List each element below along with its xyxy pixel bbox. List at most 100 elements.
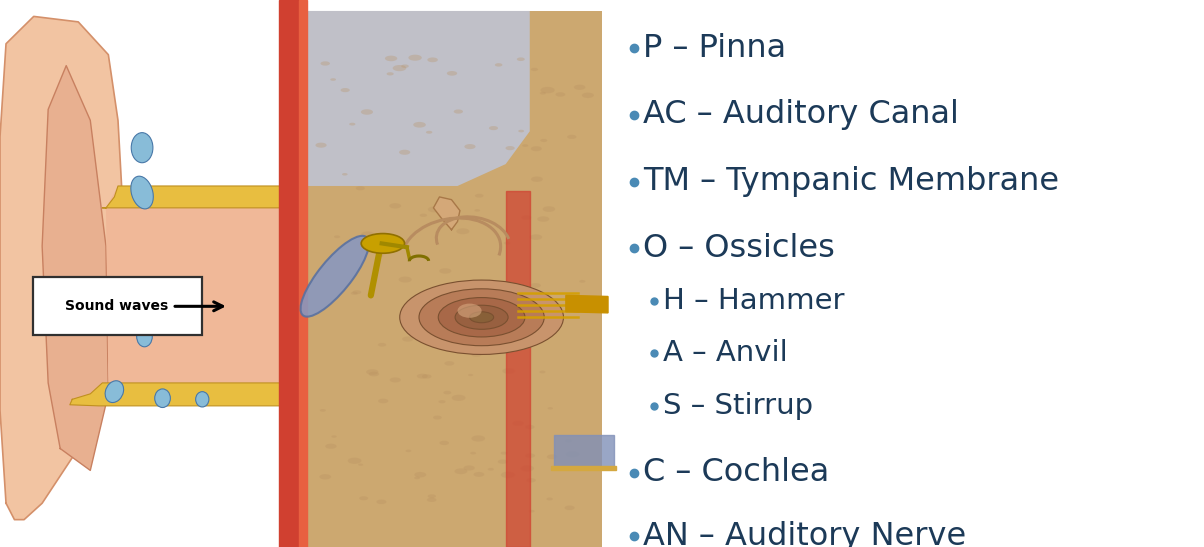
- Circle shape: [470, 312, 494, 323]
- Circle shape: [399, 277, 412, 283]
- Circle shape: [355, 186, 365, 190]
- Circle shape: [413, 122, 426, 127]
- Circle shape: [452, 395, 466, 401]
- Circle shape: [389, 203, 401, 208]
- Circle shape: [547, 455, 557, 459]
- Circle shape: [471, 452, 476, 455]
- Circle shape: [439, 268, 452, 274]
- Circle shape: [495, 293, 506, 298]
- Polygon shape: [551, 466, 616, 470]
- Circle shape: [427, 498, 437, 502]
- Polygon shape: [106, 186, 299, 383]
- Circle shape: [473, 472, 484, 477]
- Circle shape: [377, 499, 386, 504]
- Circle shape: [525, 453, 535, 458]
- Circle shape: [438, 298, 525, 337]
- Circle shape: [378, 399, 389, 403]
- Circle shape: [456, 228, 470, 234]
- Circle shape: [567, 135, 577, 139]
- Circle shape: [320, 409, 326, 412]
- Circle shape: [547, 497, 553, 501]
- Circle shape: [529, 510, 535, 513]
- Circle shape: [579, 280, 585, 283]
- Circle shape: [341, 88, 350, 92]
- Circle shape: [331, 435, 337, 438]
- Circle shape: [509, 304, 517, 307]
- Polygon shape: [70, 383, 295, 406]
- Polygon shape: [554, 435, 614, 468]
- Text: A – Anvil: A – Anvil: [662, 339, 787, 368]
- Ellipse shape: [131, 132, 153, 163]
- Polygon shape: [566, 295, 608, 313]
- Circle shape: [348, 458, 361, 464]
- Polygon shape: [289, 11, 602, 547]
- Circle shape: [495, 63, 502, 67]
- Circle shape: [435, 340, 448, 346]
- Circle shape: [465, 144, 476, 149]
- Circle shape: [349, 123, 355, 126]
- Circle shape: [497, 459, 507, 464]
- Ellipse shape: [105, 381, 124, 403]
- Circle shape: [361, 234, 405, 253]
- Circle shape: [359, 496, 368, 501]
- Text: S – Stirrup: S – Stirrup: [662, 392, 813, 420]
- Circle shape: [513, 421, 524, 426]
- Circle shape: [521, 216, 531, 220]
- Circle shape: [474, 209, 480, 212]
- Circle shape: [360, 248, 371, 253]
- Circle shape: [438, 400, 445, 403]
- Circle shape: [531, 146, 542, 151]
- Circle shape: [471, 352, 482, 357]
- Circle shape: [400, 280, 563, 354]
- Circle shape: [518, 130, 524, 132]
- Circle shape: [525, 425, 535, 429]
- Circle shape: [537, 216, 549, 222]
- Circle shape: [531, 68, 538, 71]
- Circle shape: [406, 450, 412, 452]
- Circle shape: [543, 206, 555, 212]
- Circle shape: [501, 472, 515, 478]
- Circle shape: [548, 407, 553, 410]
- Circle shape: [530, 234, 542, 240]
- Circle shape: [541, 139, 548, 142]
- Circle shape: [319, 474, 331, 480]
- Ellipse shape: [135, 280, 154, 306]
- Circle shape: [533, 334, 541, 337]
- Circle shape: [523, 308, 536, 314]
- Circle shape: [427, 494, 436, 498]
- Circle shape: [488, 468, 494, 470]
- Circle shape: [330, 78, 336, 81]
- Circle shape: [414, 476, 420, 479]
- Circle shape: [439, 441, 449, 445]
- Circle shape: [565, 505, 574, 510]
- Circle shape: [342, 173, 348, 176]
- Circle shape: [315, 143, 326, 148]
- Circle shape: [427, 57, 438, 62]
- Circle shape: [423, 374, 431, 379]
- Circle shape: [565, 439, 572, 443]
- Circle shape: [419, 289, 544, 346]
- Circle shape: [443, 391, 452, 394]
- Circle shape: [385, 56, 397, 61]
- Circle shape: [325, 444, 337, 449]
- Ellipse shape: [131, 176, 153, 209]
- Circle shape: [447, 71, 458, 75]
- Circle shape: [494, 309, 507, 315]
- Polygon shape: [279, 0, 299, 547]
- Circle shape: [414, 472, 426, 478]
- Ellipse shape: [137, 326, 152, 347]
- Circle shape: [334, 235, 341, 238]
- Circle shape: [378, 343, 386, 347]
- Circle shape: [417, 374, 427, 379]
- Text: C – Cochlea: C – Cochlea: [643, 457, 830, 488]
- FancyBboxPatch shape: [33, 277, 202, 335]
- Circle shape: [393, 65, 406, 71]
- Circle shape: [502, 368, 515, 374]
- Circle shape: [386, 72, 394, 75]
- Circle shape: [539, 92, 545, 95]
- Circle shape: [454, 109, 464, 114]
- Circle shape: [433, 416, 442, 420]
- Circle shape: [458, 310, 462, 312]
- Polygon shape: [42, 66, 108, 470]
- Circle shape: [460, 217, 467, 220]
